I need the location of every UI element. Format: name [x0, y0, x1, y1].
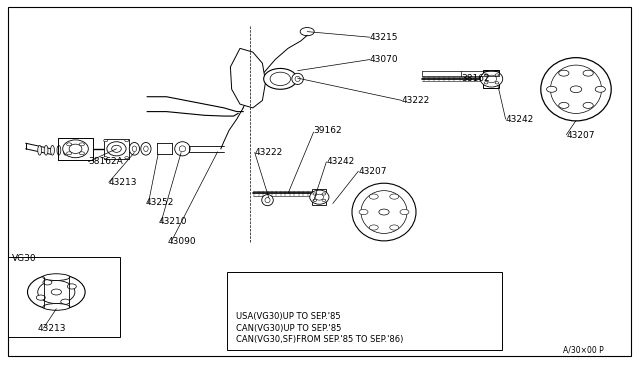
Ellipse shape — [361, 191, 407, 234]
Text: 38162A: 38162A — [88, 157, 123, 166]
Ellipse shape — [550, 65, 602, 113]
Text: 43213: 43213 — [37, 324, 66, 333]
Ellipse shape — [43, 304, 70, 310]
Text: USA(VG30)UP TO SEP.'85: USA(VG30)UP TO SEP.'85 — [236, 312, 340, 321]
Ellipse shape — [179, 146, 186, 152]
Text: 43210: 43210 — [159, 217, 188, 226]
Ellipse shape — [486, 75, 497, 83]
Ellipse shape — [264, 68, 297, 89]
Circle shape — [104, 157, 108, 159]
Ellipse shape — [292, 73, 303, 84]
Bar — [227, 272, 502, 350]
Circle shape — [125, 157, 129, 159]
Ellipse shape — [175, 142, 190, 156]
Circle shape — [79, 152, 84, 155]
Circle shape — [595, 86, 605, 92]
Ellipse shape — [44, 145, 48, 155]
Ellipse shape — [295, 76, 300, 81]
Ellipse shape — [57, 145, 61, 155]
Ellipse shape — [28, 275, 85, 310]
Bar — [104, 139, 129, 159]
Text: 43242: 43242 — [506, 115, 534, 124]
Ellipse shape — [570, 86, 582, 93]
Circle shape — [67, 143, 72, 146]
Bar — [312, 189, 326, 205]
Circle shape — [583, 102, 593, 108]
Text: 43213: 43213 — [109, 178, 138, 187]
Circle shape — [104, 140, 108, 142]
Polygon shape — [230, 48, 266, 108]
Circle shape — [559, 102, 569, 108]
Text: 43222: 43222 — [255, 148, 283, 157]
Ellipse shape — [43, 274, 70, 280]
Ellipse shape — [352, 183, 416, 241]
Circle shape — [495, 74, 499, 76]
Circle shape — [313, 193, 317, 195]
Ellipse shape — [315, 194, 324, 200]
Circle shape — [390, 225, 399, 230]
Circle shape — [79, 143, 84, 146]
Circle shape — [484, 74, 488, 76]
Ellipse shape — [63, 145, 67, 155]
Ellipse shape — [379, 209, 389, 215]
Text: A/30×00 P: A/30×00 P — [563, 346, 604, 355]
Text: 43242: 43242 — [326, 157, 355, 166]
Ellipse shape — [129, 142, 140, 155]
Ellipse shape — [141, 142, 151, 155]
Text: 43207: 43207 — [358, 167, 387, 176]
Circle shape — [359, 209, 368, 215]
Circle shape — [43, 280, 52, 285]
Circle shape — [495, 82, 499, 84]
Ellipse shape — [69, 144, 82, 154]
Bar — [483, 70, 499, 88]
Circle shape — [583, 70, 593, 76]
Circle shape — [125, 140, 129, 142]
Text: 43070: 43070 — [370, 55, 399, 64]
Circle shape — [322, 193, 326, 195]
Circle shape — [400, 209, 409, 215]
Bar — [8, 257, 120, 337]
Text: 43090: 43090 — [168, 237, 196, 246]
Ellipse shape — [270, 72, 291, 86]
Ellipse shape — [262, 195, 273, 206]
Circle shape — [61, 299, 70, 304]
Circle shape — [559, 70, 569, 76]
Ellipse shape — [63, 140, 88, 158]
Ellipse shape — [265, 198, 270, 203]
Circle shape — [547, 86, 557, 92]
Text: 43207: 43207 — [566, 131, 595, 140]
Text: VG30: VG30 — [12, 254, 36, 263]
Circle shape — [67, 152, 72, 155]
Ellipse shape — [38, 280, 75, 304]
Circle shape — [67, 284, 76, 289]
Circle shape — [36, 295, 45, 300]
Circle shape — [369, 225, 378, 230]
Text: 43222: 43222 — [402, 96, 430, 105]
Ellipse shape — [111, 145, 122, 153]
Circle shape — [369, 194, 378, 199]
Text: 43215: 43215 — [370, 33, 399, 42]
Circle shape — [390, 194, 399, 199]
Text: CAN(VG30,SF)FROM SEP.'85 TO SEP.'86): CAN(VG30,SF)FROM SEP.'85 TO SEP.'86) — [236, 335, 403, 344]
Ellipse shape — [51, 145, 54, 155]
Ellipse shape — [132, 146, 137, 152]
Ellipse shape — [107, 142, 126, 156]
Ellipse shape — [51, 289, 61, 295]
Text: 39162: 39162 — [314, 126, 342, 135]
Circle shape — [313, 199, 317, 201]
Ellipse shape — [541, 58, 611, 121]
Text: CAN(VG30)UP TO SEP.'85: CAN(VG30)UP TO SEP.'85 — [236, 324, 341, 333]
Ellipse shape — [38, 145, 42, 155]
Ellipse shape — [300, 28, 314, 36]
Circle shape — [484, 82, 488, 84]
Ellipse shape — [480, 71, 503, 87]
Text: 38162: 38162 — [461, 74, 490, 83]
Ellipse shape — [310, 190, 329, 204]
Circle shape — [322, 199, 326, 201]
Ellipse shape — [144, 146, 148, 152]
Text: 43252: 43252 — [146, 198, 174, 207]
